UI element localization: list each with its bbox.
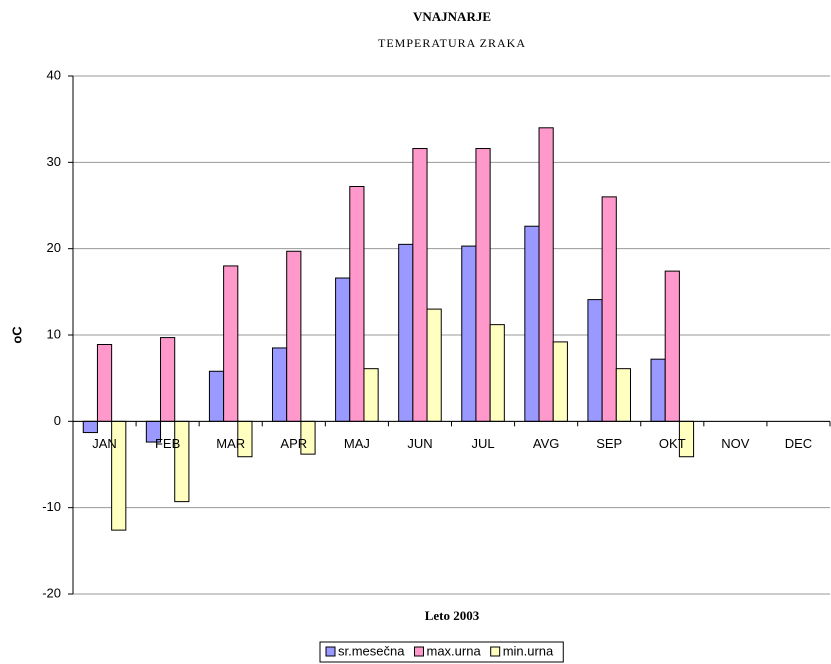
bar [601,196,617,422]
y-tick-label: 10 [47,326,61,341]
x-tick-label: JUL [471,436,494,451]
bar [286,250,302,422]
bar [615,368,631,422]
legend-swatch [413,646,424,657]
y-tick-label: 0 [54,413,61,428]
bar [538,127,554,422]
x-axis-title: Leto 2003 [425,608,480,623]
bar [349,186,365,422]
x-tick-label: SEP [596,436,622,451]
y-tick-label: -20 [42,585,61,600]
bar [174,420,190,503]
bar [208,370,225,422]
x-tick-label: DEC [785,436,812,451]
y-tick-label: 30 [47,154,61,169]
x-tick-label: MAJ [344,436,370,451]
bar [489,324,505,422]
legend-label: max.urna [426,643,481,658]
chart-title: VNAJNARJE [413,9,491,24]
bar [552,341,568,422]
bar [398,243,414,422]
legend-swatch [490,646,501,657]
y-axis-title: oC [9,326,24,344]
x-tick-label: APR [280,436,307,451]
bar [96,343,113,422]
bar [412,148,428,422]
y-tick-label: 40 [47,67,61,82]
x-tick-label: FEB [155,436,180,451]
x-tick-label: JAN [92,436,117,451]
bar [335,277,351,422]
x-tick-label: NOV [721,436,750,451]
legend-box [319,641,564,663]
chart-subtitle: TEMPERATURA ZRAKA [378,36,526,50]
legend-label: sr.mesečna [338,643,405,658]
bar [587,299,603,422]
x-tick-label: AVG [533,436,560,451]
bar [461,245,477,422]
bar [223,265,239,422]
bar [160,337,176,422]
bar [664,270,680,422]
y-tick-label: 20 [47,240,61,255]
x-tick-label: MAR [216,436,245,451]
bar [475,148,491,422]
bar [524,225,540,422]
y-tick-label: -10 [42,499,61,514]
legend-swatch [325,646,336,657]
bar [650,358,666,422]
bar [272,347,288,422]
x-tick-label: OKT [659,436,686,451]
bar [363,368,379,422]
legend-label: min.urna [503,643,554,658]
x-tick-label: JUN [407,436,432,451]
bar [82,420,98,434]
bar [426,308,442,422]
